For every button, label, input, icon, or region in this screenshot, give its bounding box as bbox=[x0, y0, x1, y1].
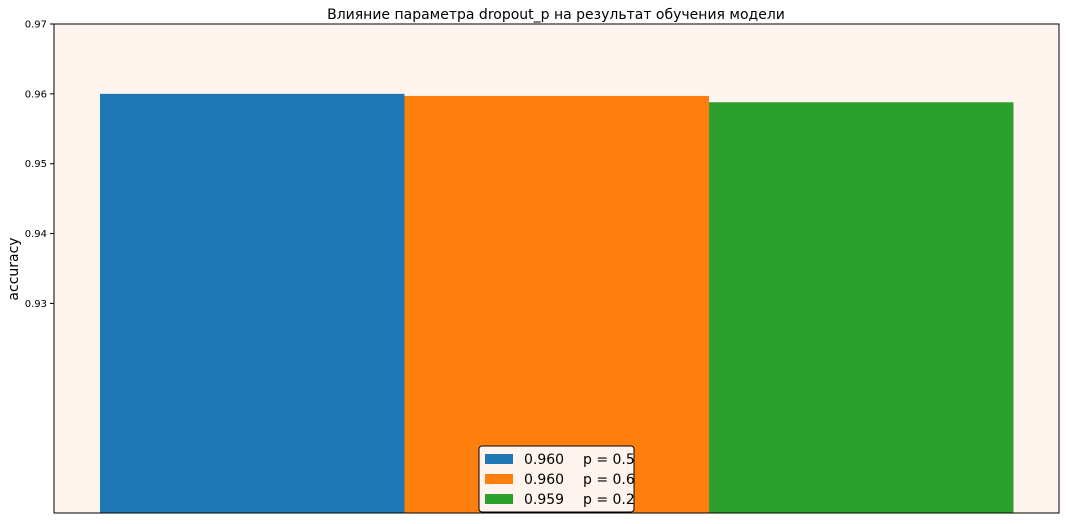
y-tick-label: 0.94 bbox=[25, 229, 47, 240]
legend-swatch bbox=[485, 494, 513, 504]
bar-1 bbox=[100, 93, 405, 513]
legend-swatch bbox=[485, 474, 513, 484]
y-tick-label: 0.96 bbox=[25, 89, 47, 100]
legend-label: p = 0.5 bbox=[583, 452, 635, 468]
legend-value: 0.960 bbox=[524, 452, 564, 468]
legend-label: p = 0.2 bbox=[583, 492, 635, 508]
y-axis-label: accuracy bbox=[6, 237, 22, 300]
chart-title: Влияние параметра dropout_p на результат… bbox=[327, 7, 785, 23]
legend: 0.960 p = 0.5 0.960 p = 0.6 0.959 p = 0.2 bbox=[478, 445, 635, 513]
bar-2 bbox=[404, 95, 709, 514]
legend-swatch bbox=[485, 454, 513, 464]
plot-frame bbox=[53, 23, 1060, 514]
y-tick-label: 0.93 bbox=[25, 299, 47, 310]
legend-label: p = 0.6 bbox=[583, 472, 635, 488]
legend-value: 0.960 bbox=[524, 472, 564, 488]
y-tick-label: 0.95 bbox=[25, 159, 47, 170]
bar-3 bbox=[709, 102, 1014, 514]
legend-value: 0.959 bbox=[524, 492, 564, 508]
y-tick-label: 0.97 bbox=[25, 20, 47, 31]
legend-frame bbox=[478, 445, 635, 513]
